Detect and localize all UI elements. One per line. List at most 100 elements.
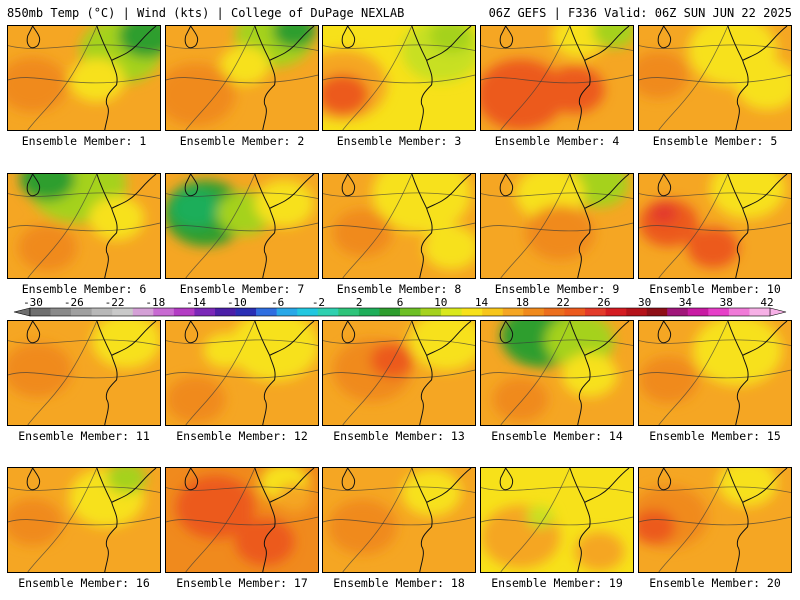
temperature-shading	[332, 209, 393, 257]
colorbar-tick-label: 34	[679, 296, 693, 309]
temperature-shading	[323, 74, 369, 116]
isoheight-contour	[500, 468, 571, 572]
isoheight-contour	[8, 516, 160, 526]
coastline	[657, 174, 672, 197]
isoheight-contour	[342, 321, 413, 425]
ensemble-member-map	[480, 320, 634, 426]
ensemble-member-map	[7, 467, 161, 573]
temperature-shading	[220, 45, 270, 85]
isoheight-contour	[323, 369, 475, 379]
temperature-shading	[17, 224, 78, 272]
colorbar-swatch	[400, 308, 421, 316]
ensemble-member-label: Ensemble Member: 10	[649, 282, 781, 296]
coastline	[426, 468, 472, 503]
isoheight-contour	[323, 44, 475, 51]
isoheight-contour	[166, 222, 318, 232]
coastline	[254, 174, 276, 278]
ensemble-member-label: Ensemble Member: 6	[21, 282, 147, 296]
colorbar-swatch	[502, 308, 524, 316]
temperature-shading	[545, 66, 605, 114]
coastline	[411, 174, 433, 278]
colorbar-tick-label: -26	[64, 296, 84, 309]
isoheight-contour	[500, 174, 571, 278]
isoheight-contour	[8, 192, 160, 199]
ensemble-member-label: Ensemble Member: 12	[176, 429, 308, 443]
ensemble-member-map	[480, 173, 634, 279]
ensemble-member-map	[322, 467, 476, 573]
coastline	[184, 321, 199, 344]
temperature-shading	[230, 321, 318, 381]
isoheight-contour	[658, 26, 729, 130]
temperature-shading	[272, 26, 317, 49]
isoheight-contour	[8, 44, 160, 51]
coastline	[96, 174, 118, 278]
colorbar-tick-label: 26	[597, 296, 610, 309]
temperature-shading	[8, 57, 68, 113]
ensemble-member-map	[480, 25, 634, 131]
ensemble-member-label: Ensemble Member: 4	[494, 134, 620, 148]
temperature-shading	[276, 483, 313, 512]
ensemble-member-map	[7, 173, 161, 279]
isoheight-contour	[166, 486, 318, 493]
temperature-shading	[170, 188, 221, 228]
colorbar-swatch	[30, 308, 51, 316]
coastline	[111, 321, 157, 356]
colorbar-swatch	[256, 308, 277, 316]
colorbar-swatch	[153, 308, 175, 316]
colorbar-tick-label: 2	[356, 296, 363, 309]
isoheight-contour	[481, 339, 633, 346]
coastline	[727, 26, 749, 130]
isoheight-contour	[8, 339, 160, 346]
temperature-shading	[423, 225, 475, 270]
coastline	[269, 26, 315, 61]
ensemble-member-label: Ensemble Member: 9	[494, 282, 620, 296]
coastline	[569, 174, 591, 278]
isoheight-contour	[323, 222, 475, 232]
coastline	[111, 26, 157, 61]
colorbar-swatch	[667, 308, 689, 316]
ensemble-member-map	[7, 320, 161, 426]
temperature-shading	[639, 356, 699, 404]
isoheight-contour	[639, 369, 791, 379]
ensemble-member-label: Ensemble Member: 3	[336, 134, 462, 148]
coastline	[584, 321, 630, 356]
temperature-colorbar: -30 -26 -22 -18 -14 -10 -6 -2 2 6 10 14 18 22 26 30 34 38…	[13, 296, 787, 317]
coastline	[657, 26, 672, 49]
temperature-shading	[492, 377, 549, 422]
colorbar-swatch	[523, 308, 545, 316]
ensemble-member-map	[7, 25, 161, 131]
temperature-shading	[370, 342, 414, 378]
isoheight-contour	[342, 468, 413, 572]
isoheight-contour	[481, 74, 633, 84]
isoheight-contour	[481, 369, 633, 379]
isoheight-contour	[27, 321, 98, 425]
ensemble-member-label: Ensemble Member: 14	[491, 429, 623, 443]
ensemble-member-map	[322, 173, 476, 279]
ensemble-member-map	[638, 467, 792, 573]
coastline	[111, 174, 157, 209]
isoheight-contour	[166, 192, 318, 199]
ensemble-member-label: Ensemble Member: 16	[18, 576, 150, 590]
colorbar-tick-label: 14	[475, 296, 489, 309]
isoheight-contour	[8, 486, 160, 493]
isoheight-contour	[185, 174, 256, 278]
coastline	[269, 321, 315, 356]
colorbar-tick-label: -10	[227, 296, 247, 309]
ensemble-member-label: Ensemble Member: 11	[18, 429, 150, 443]
isoheight-contour	[8, 369, 160, 379]
ensemble-member-map	[480, 467, 634, 573]
isoheight-contour	[185, 321, 256, 425]
isoheight-contour	[342, 174, 413, 278]
colorbar-swatch	[338, 308, 360, 316]
temperature-shading	[710, 174, 786, 219]
colorbar-tick-label: -30	[23, 296, 43, 309]
colorbar-tick-label: 38	[720, 296, 733, 309]
coastline	[499, 468, 514, 491]
temperature-shading	[166, 63, 236, 127]
ensemble-member-label: Ensemble Member: 18	[333, 576, 465, 590]
temperature-shading	[327, 499, 398, 555]
coastline	[426, 174, 472, 209]
ensemble-member-label: Ensemble Member: 1	[21, 134, 147, 148]
temperature-shading	[254, 179, 315, 227]
colorbar-swatch	[728, 308, 750, 316]
